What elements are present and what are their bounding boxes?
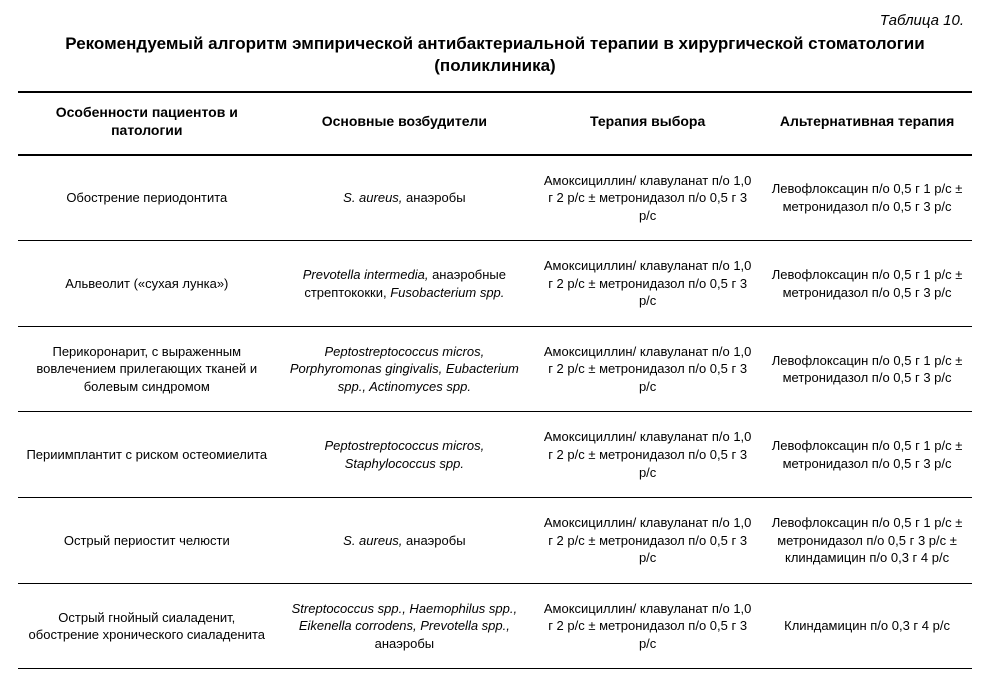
cell-therapy: Амоксициллин/ клавуланат п/о 1,0 г 2 р/с… (533, 498, 762, 584)
cell-alternative: Левофлоксацин п/о 0,5 г 1 р/с ± метронид… (762, 155, 972, 241)
cell-therapy: Амоксициллин/ клавуланат п/о 1,0 г 2 р/с… (533, 241, 762, 327)
cell-features: Перикоронарит, с выраженным вовлечением … (18, 326, 276, 412)
table-title: Рекомендуемый алгоритм эмпирической анти… (18, 33, 972, 77)
table-header-row: Особенности пациентов и патологии Основн… (18, 92, 972, 154)
cell-pathogens: S. aureus, анаэробы (276, 498, 534, 584)
cell-features: Периимплантит с риском остеомиелита (18, 412, 276, 498)
cell-pathogens: S. aureus, анаэробы (276, 155, 534, 241)
cell-alternative: Левофлоксацин п/о 0,5 г 1 р/с ± метронид… (762, 498, 972, 584)
table-row: Острый периостит челюстиS. aureus, анаэр… (18, 498, 972, 584)
cell-therapy: Амоксициллин/ клавуланат п/о 1,0 г 2 р/с… (533, 583, 762, 669)
cell-pathogens: Peptostreptococcus micros, Staphylococcu… (276, 412, 534, 498)
table-row: Обострение периодонтитаS. aureus, анаэро… (18, 155, 972, 241)
column-header-pathogens: Основные возбудители (276, 92, 534, 154)
cell-features: Альвеолит («сухая лунка») (18, 241, 276, 327)
cell-therapy: Амоксициллин/ клавуланат п/о 1,0 г 2 р/с… (533, 155, 762, 241)
table-row: Острый гнойный сиаладенит, обострение хр… (18, 583, 972, 669)
cell-pathogens: Peptostreptococcus micros, Porphyromonas… (276, 326, 534, 412)
table-number: Таблица 10. (18, 12, 972, 29)
table-row: Перикоронарит, с выраженным вовлечением … (18, 326, 972, 412)
column-header-alternative: Альтернативная терапия (762, 92, 972, 154)
cell-therapy: Амоксициллин/ клавуланат п/о 1,0 г 2 р/с… (533, 412, 762, 498)
cell-alternative: Левофлоксацин п/о 0,5 г 1 р/с ± метронид… (762, 412, 972, 498)
cell-alternative: Левофлоксацин п/о 0,5 г 1 р/с ± метронид… (762, 326, 972, 412)
table-row: Периимплантит с риском остеомиелитаPepto… (18, 412, 972, 498)
cell-alternative: Клиндамицин п/о 0,3 г 4 р/с (762, 583, 972, 669)
table-row: Альвеолит («сухая лунка»)Prevotella inte… (18, 241, 972, 327)
cell-features: Обострение периодонтита (18, 155, 276, 241)
column-header-therapy: Терапия выбора (533, 92, 762, 154)
table-body: Обострение периодонтитаS. aureus, анаэро… (18, 155, 972, 669)
cell-features: Острый периостит челюсти (18, 498, 276, 584)
cell-therapy: Амоксициллин/ клавуланат п/о 1,0 г 2 р/с… (533, 326, 762, 412)
cell-pathogens: Prevotella intermedia, анаэробные стрепт… (276, 241, 534, 327)
cell-alternative: Левофлоксацин п/о 0,5 г 1 р/с ± метронид… (762, 241, 972, 327)
cell-features: Острый гнойный сиаладенит, обострение хр… (18, 583, 276, 669)
column-header-features: Особенности пациентов и патологии (18, 92, 276, 154)
therapy-table: Особенности пациентов и патологии Основн… (18, 91, 972, 669)
cell-pathogens: Streptococcus spp., Haemophilus spp., Ei… (276, 583, 534, 669)
